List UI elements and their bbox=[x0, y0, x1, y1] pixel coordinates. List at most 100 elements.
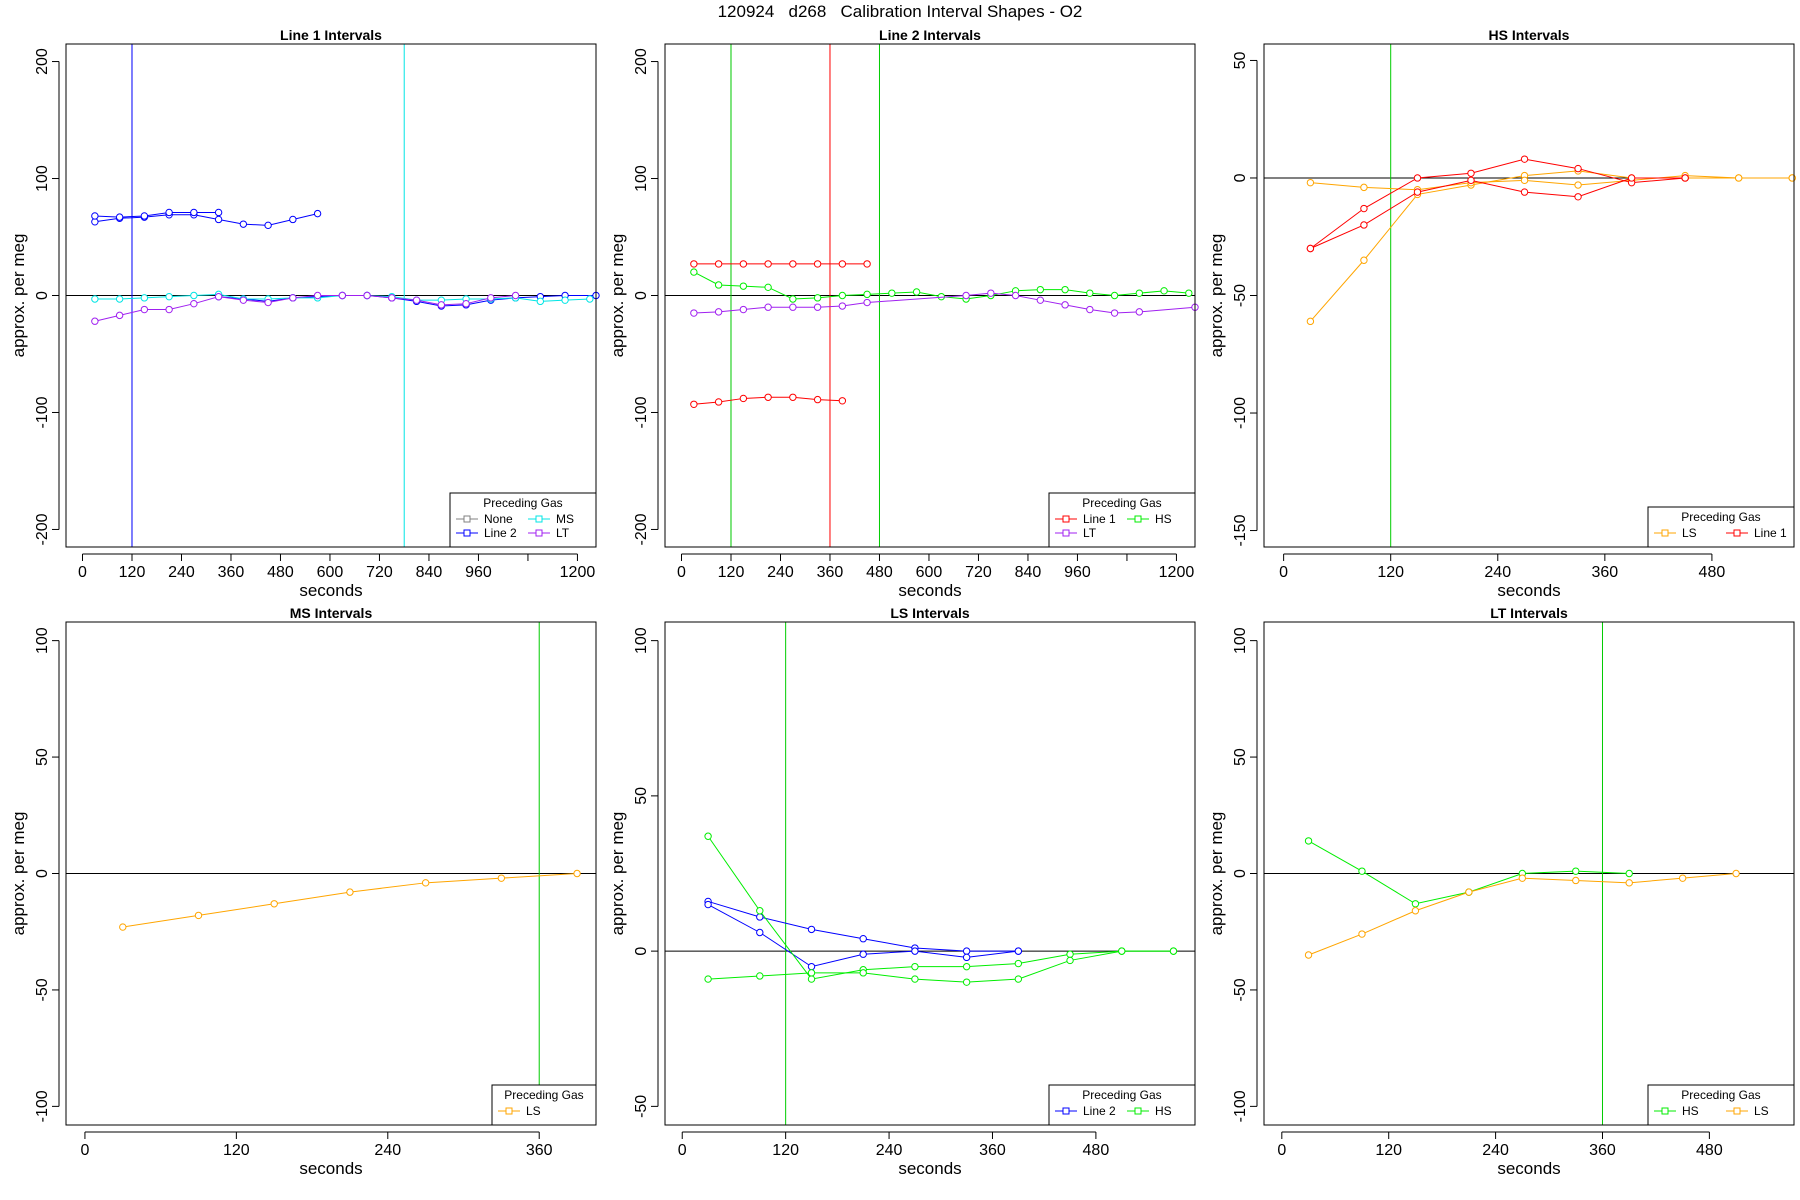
data-point bbox=[789, 303, 797, 311]
series-3 bbox=[704, 832, 1178, 983]
data-point bbox=[573, 869, 581, 878]
data-point bbox=[388, 294, 396, 302]
series-4 bbox=[704, 947, 1178, 986]
data-point bbox=[1304, 837, 1313, 845]
data-point bbox=[838, 291, 847, 300]
data-point bbox=[704, 900, 712, 909]
series-line bbox=[94, 211, 219, 218]
legend-entry-label: LS bbox=[1682, 526, 1697, 540]
data-point bbox=[1411, 900, 1420, 908]
data-point bbox=[487, 294, 495, 302]
data-point bbox=[911, 975, 919, 983]
data-point bbox=[756, 928, 764, 937]
y-tick-label: -200 bbox=[633, 513, 650, 545]
legend-entry-label: Line 2 bbox=[484, 526, 517, 540]
data-point bbox=[962, 947, 971, 955]
data-point bbox=[756, 913, 764, 921]
data-point bbox=[1467, 176, 1475, 185]
data-point bbox=[119, 923, 127, 931]
legend-title: Preceding Gas bbox=[1082, 1088, 1161, 1102]
y-tick-label: -100 bbox=[1232, 1090, 1249, 1122]
data-point bbox=[140, 305, 149, 314]
legend-entry-label: HS bbox=[1155, 512, 1172, 526]
plot-area-border bbox=[1263, 621, 1795, 1126]
series-1 bbox=[1304, 837, 1633, 908]
data-point bbox=[739, 260, 748, 268]
legend-box bbox=[1048, 492, 1196, 548]
data-point bbox=[1360, 183, 1368, 192]
data-point bbox=[690, 268, 698, 276]
x-tick-label: 960 bbox=[465, 564, 492, 581]
y-axis-label: approx. per meg bbox=[9, 812, 28, 936]
legend-box bbox=[449, 492, 597, 548]
legend-title: Preceding Gas bbox=[504, 1088, 583, 1102]
data-point bbox=[859, 950, 867, 958]
data-point bbox=[1014, 975, 1023, 983]
figure-title: 120924 d268 Calibration Interval Shapes … bbox=[717, 2, 1083, 21]
panel-title: LT Intervals bbox=[1490, 605, 1568, 621]
plot-area-border bbox=[664, 621, 1196, 1126]
y-tick-label: 50 bbox=[1232, 51, 1249, 69]
data-point bbox=[140, 212, 149, 220]
data-point bbox=[1061, 301, 1069, 309]
data-point bbox=[115, 295, 124, 303]
data-point bbox=[807, 975, 816, 983]
data-point bbox=[91, 212, 99, 220]
data-point bbox=[289, 215, 297, 224]
data-point bbox=[194, 911, 203, 920]
y-tick-label: 50 bbox=[633, 787, 650, 805]
x-tick-label: 0 bbox=[677, 564, 686, 581]
data-point bbox=[962, 953, 971, 962]
y-axis-label: approx. per meg bbox=[608, 812, 627, 936]
data-point bbox=[1306, 178, 1315, 187]
data-point bbox=[789, 393, 797, 401]
x-tick-label: 360 bbox=[979, 1142, 1006, 1159]
data-point bbox=[789, 260, 797, 268]
data-point bbox=[1011, 291, 1020, 300]
data-point bbox=[1625, 879, 1633, 887]
x-tick-label: 480 bbox=[1696, 1142, 1723, 1159]
data-point bbox=[264, 298, 272, 307]
legend-swatch-marker bbox=[1661, 529, 1669, 537]
x-tick-label: 600 bbox=[916, 564, 943, 581]
data-point bbox=[313, 209, 322, 218]
data-point bbox=[863, 260, 871, 268]
data-point bbox=[1304, 951, 1313, 959]
data-point bbox=[1014, 947, 1023, 955]
y-tick-label: 100 bbox=[1232, 627, 1249, 654]
x-tick-label: 0 bbox=[1279, 564, 1288, 581]
panel-6: LT Intervals 0 120 240 360 480 seconds -100 -50 0… bbox=[1207, 605, 1795, 1178]
x-axis-label: seconds bbox=[299, 1159, 362, 1178]
data-point bbox=[313, 291, 322, 300]
series-4 bbox=[1306, 174, 1689, 253]
data-point bbox=[140, 294, 149, 302]
x-tick-label: 600 bbox=[317, 564, 344, 581]
data-point bbox=[863, 298, 871, 307]
data-point bbox=[813, 303, 822, 311]
legend-box bbox=[1048, 1084, 1196, 1126]
y-axis-label: approx. per meg bbox=[1207, 234, 1226, 358]
legend: Preceding Gas LS Line 1 bbox=[1647, 506, 1795, 548]
data-point bbox=[962, 978, 971, 986]
data-point bbox=[1465, 888, 1473, 896]
data-point bbox=[270, 900, 278, 908]
x-tick-label: 840 bbox=[416, 564, 443, 581]
data-point bbox=[190, 299, 198, 308]
y-tick-label: -100 bbox=[34, 1090, 51, 1122]
data-point bbox=[911, 947, 919, 955]
legend-box bbox=[491, 1084, 597, 1126]
data-point bbox=[813, 260, 822, 268]
data-point bbox=[714, 260, 723, 268]
data-point bbox=[704, 832, 712, 840]
x-tick-label: 480 bbox=[866, 564, 893, 581]
data-point bbox=[437, 301, 446, 309]
x-tick-label: 360 bbox=[218, 564, 245, 581]
data-point bbox=[690, 400, 698, 408]
x-tick-label: 840 bbox=[1015, 564, 1042, 581]
series-line bbox=[218, 295, 596, 307]
panel-title: HS Intervals bbox=[1489, 27, 1570, 43]
data-point bbox=[1734, 174, 1743, 182]
series-line bbox=[707, 835, 1174, 980]
y-tick-label: 0 bbox=[1232, 173, 1249, 182]
panel-3: HS Intervals 0 120 240 360 480 seconds -150 -100… bbox=[1207, 27, 1796, 600]
